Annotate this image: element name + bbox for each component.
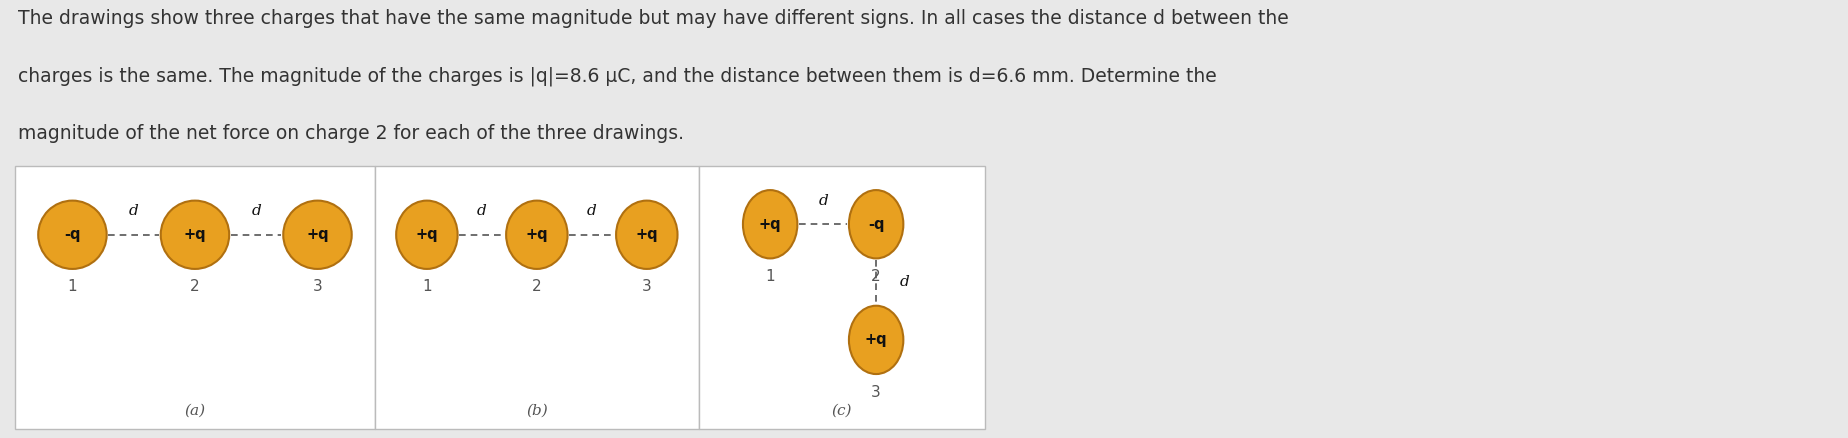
Text: 2: 2 (532, 279, 541, 294)
Text: 2: 2 (190, 279, 200, 294)
Ellipse shape (615, 201, 678, 269)
Text: -q: -q (65, 227, 81, 242)
Text: d: d (819, 194, 828, 208)
Text: +q: +q (307, 227, 329, 242)
FancyBboxPatch shape (699, 166, 985, 429)
Text: The drawings show three charges that have the same magnitude but may have differ: The drawings show three charges that hav… (18, 9, 1290, 28)
Text: magnitude of the net force on charge 2 for each of the three drawings.: magnitude of the net force on charge 2 f… (18, 124, 684, 143)
Text: d: d (251, 204, 261, 218)
Text: (b): (b) (527, 404, 547, 418)
Text: d: d (477, 204, 486, 218)
Text: +q: +q (865, 332, 887, 347)
Text: 1: 1 (421, 279, 432, 294)
Text: d: d (588, 204, 597, 218)
FancyBboxPatch shape (375, 166, 699, 429)
Text: 2: 2 (870, 269, 881, 284)
Ellipse shape (743, 190, 796, 258)
Text: (a): (a) (185, 404, 205, 418)
Text: +q: +q (636, 227, 658, 242)
Ellipse shape (506, 201, 567, 269)
Text: 3: 3 (870, 385, 881, 399)
Text: +q: +q (183, 227, 207, 242)
Text: 1: 1 (765, 269, 774, 284)
Ellipse shape (848, 190, 904, 258)
Ellipse shape (161, 201, 229, 269)
Text: +q: +q (416, 227, 438, 242)
Ellipse shape (848, 306, 904, 374)
Text: d: d (129, 204, 139, 218)
Text: 3: 3 (312, 279, 322, 294)
Text: d: d (900, 275, 909, 289)
Ellipse shape (395, 201, 458, 269)
Ellipse shape (39, 201, 107, 269)
Text: +q: +q (525, 227, 549, 242)
Text: (c): (c) (832, 404, 852, 418)
Text: 1: 1 (68, 279, 78, 294)
FancyBboxPatch shape (15, 166, 375, 429)
Text: -q: -q (869, 217, 885, 232)
Ellipse shape (283, 201, 351, 269)
Text: charges is the same. The magnitude of the charges is |q|=8.6 μC, and the distanc: charges is the same. The magnitude of th… (18, 67, 1218, 86)
Text: +q: +q (760, 217, 782, 232)
Text: 3: 3 (641, 279, 652, 294)
